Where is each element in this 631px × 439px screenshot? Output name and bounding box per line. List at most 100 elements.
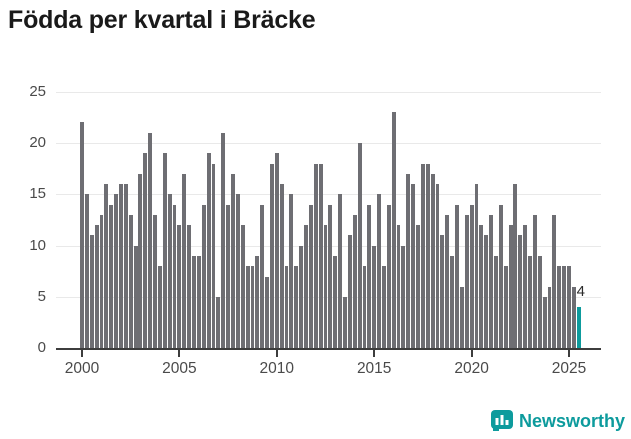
bar [498,204,503,349]
bar [518,235,523,349]
bar [148,132,153,349]
bar [308,204,313,349]
bar [401,245,406,349]
x-axis-tick [178,350,181,358]
bar [182,173,187,349]
bar [89,235,94,349]
bar [260,204,265,349]
bar [338,194,343,349]
bar [192,255,196,349]
newsworthy-bars-icon [490,410,513,431]
bar [269,163,274,349]
bar [177,225,182,349]
bar [226,204,231,349]
bar [557,266,562,349]
y-axis-tick-label: 15 [29,185,46,203]
bar [377,194,381,349]
bar [411,184,416,349]
bar [216,297,221,349]
newsworthy-wordmark: Newsworthy [518,410,625,431]
bar [503,266,508,349]
bar [231,173,235,349]
bar [425,163,430,349]
bar [459,286,464,349]
bar [455,204,459,349]
bar [372,245,377,349]
bar [523,225,528,349]
gridline [56,142,601,144]
bar [435,184,440,349]
bar [133,245,138,349]
bar [576,307,581,349]
y-axis-tick-label: 0 [37,339,46,357]
x-axis-tick-label: 2005 [162,360,197,378]
bar [313,163,318,349]
bar [143,153,148,349]
bar [206,153,211,349]
bar [513,184,518,349]
gridline [56,194,601,196]
gridline [56,91,601,93]
bar [445,214,450,349]
bar [265,276,269,349]
bar [440,235,445,349]
bar [255,255,260,349]
bar [138,173,143,349]
bar [328,204,333,349]
bar [304,225,308,349]
bar [104,184,109,349]
bar [508,225,513,349]
bar [479,225,484,349]
bar [406,173,411,349]
bar [172,204,177,349]
bar [532,214,537,349]
bar [274,153,279,349]
bar [362,266,367,349]
x-axis-tick [373,350,376,358]
y-axis-tick-label: 5 [37,288,46,306]
bar [128,214,133,349]
bar [201,204,206,349]
y-axis-tick-label: 25 [29,82,46,100]
bar [94,225,99,349]
bar [114,194,119,349]
bar [537,255,542,349]
x-axis-tick [275,350,278,358]
bar [279,184,284,349]
bar [357,142,362,349]
bar [416,225,420,349]
bar [386,204,391,349]
x-axis-tick-label: 2015 [356,360,392,378]
bar [221,132,226,349]
bar [420,163,425,349]
bar [547,286,552,349]
bar [245,266,250,349]
bar [469,204,474,349]
bar [323,225,328,349]
bar [343,297,347,349]
bar [284,266,289,349]
newsworthy-logo: Newsworthy [490,410,625,432]
y-axis-tick-label: 20 [29,133,46,151]
bar [240,225,245,349]
bar [211,163,216,349]
bar [347,235,352,349]
bar [562,266,567,349]
page-title: Födda per kvartal i Bräcke [8,6,316,34]
x-axis-line [56,348,601,351]
bar [196,255,201,349]
bar [571,286,576,349]
bar [381,266,386,349]
x-axis-tick [568,350,570,358]
bar [528,255,532,349]
bar [318,163,323,349]
bar [153,214,157,349]
x-axis-tick-label: 2010 [259,360,295,378]
bar [250,266,255,349]
bar [235,194,240,349]
y-axis-tick-label: 10 [29,236,46,254]
x-axis-tick-label: 2000 [64,360,100,378]
bar [119,184,123,349]
bar [484,235,489,349]
